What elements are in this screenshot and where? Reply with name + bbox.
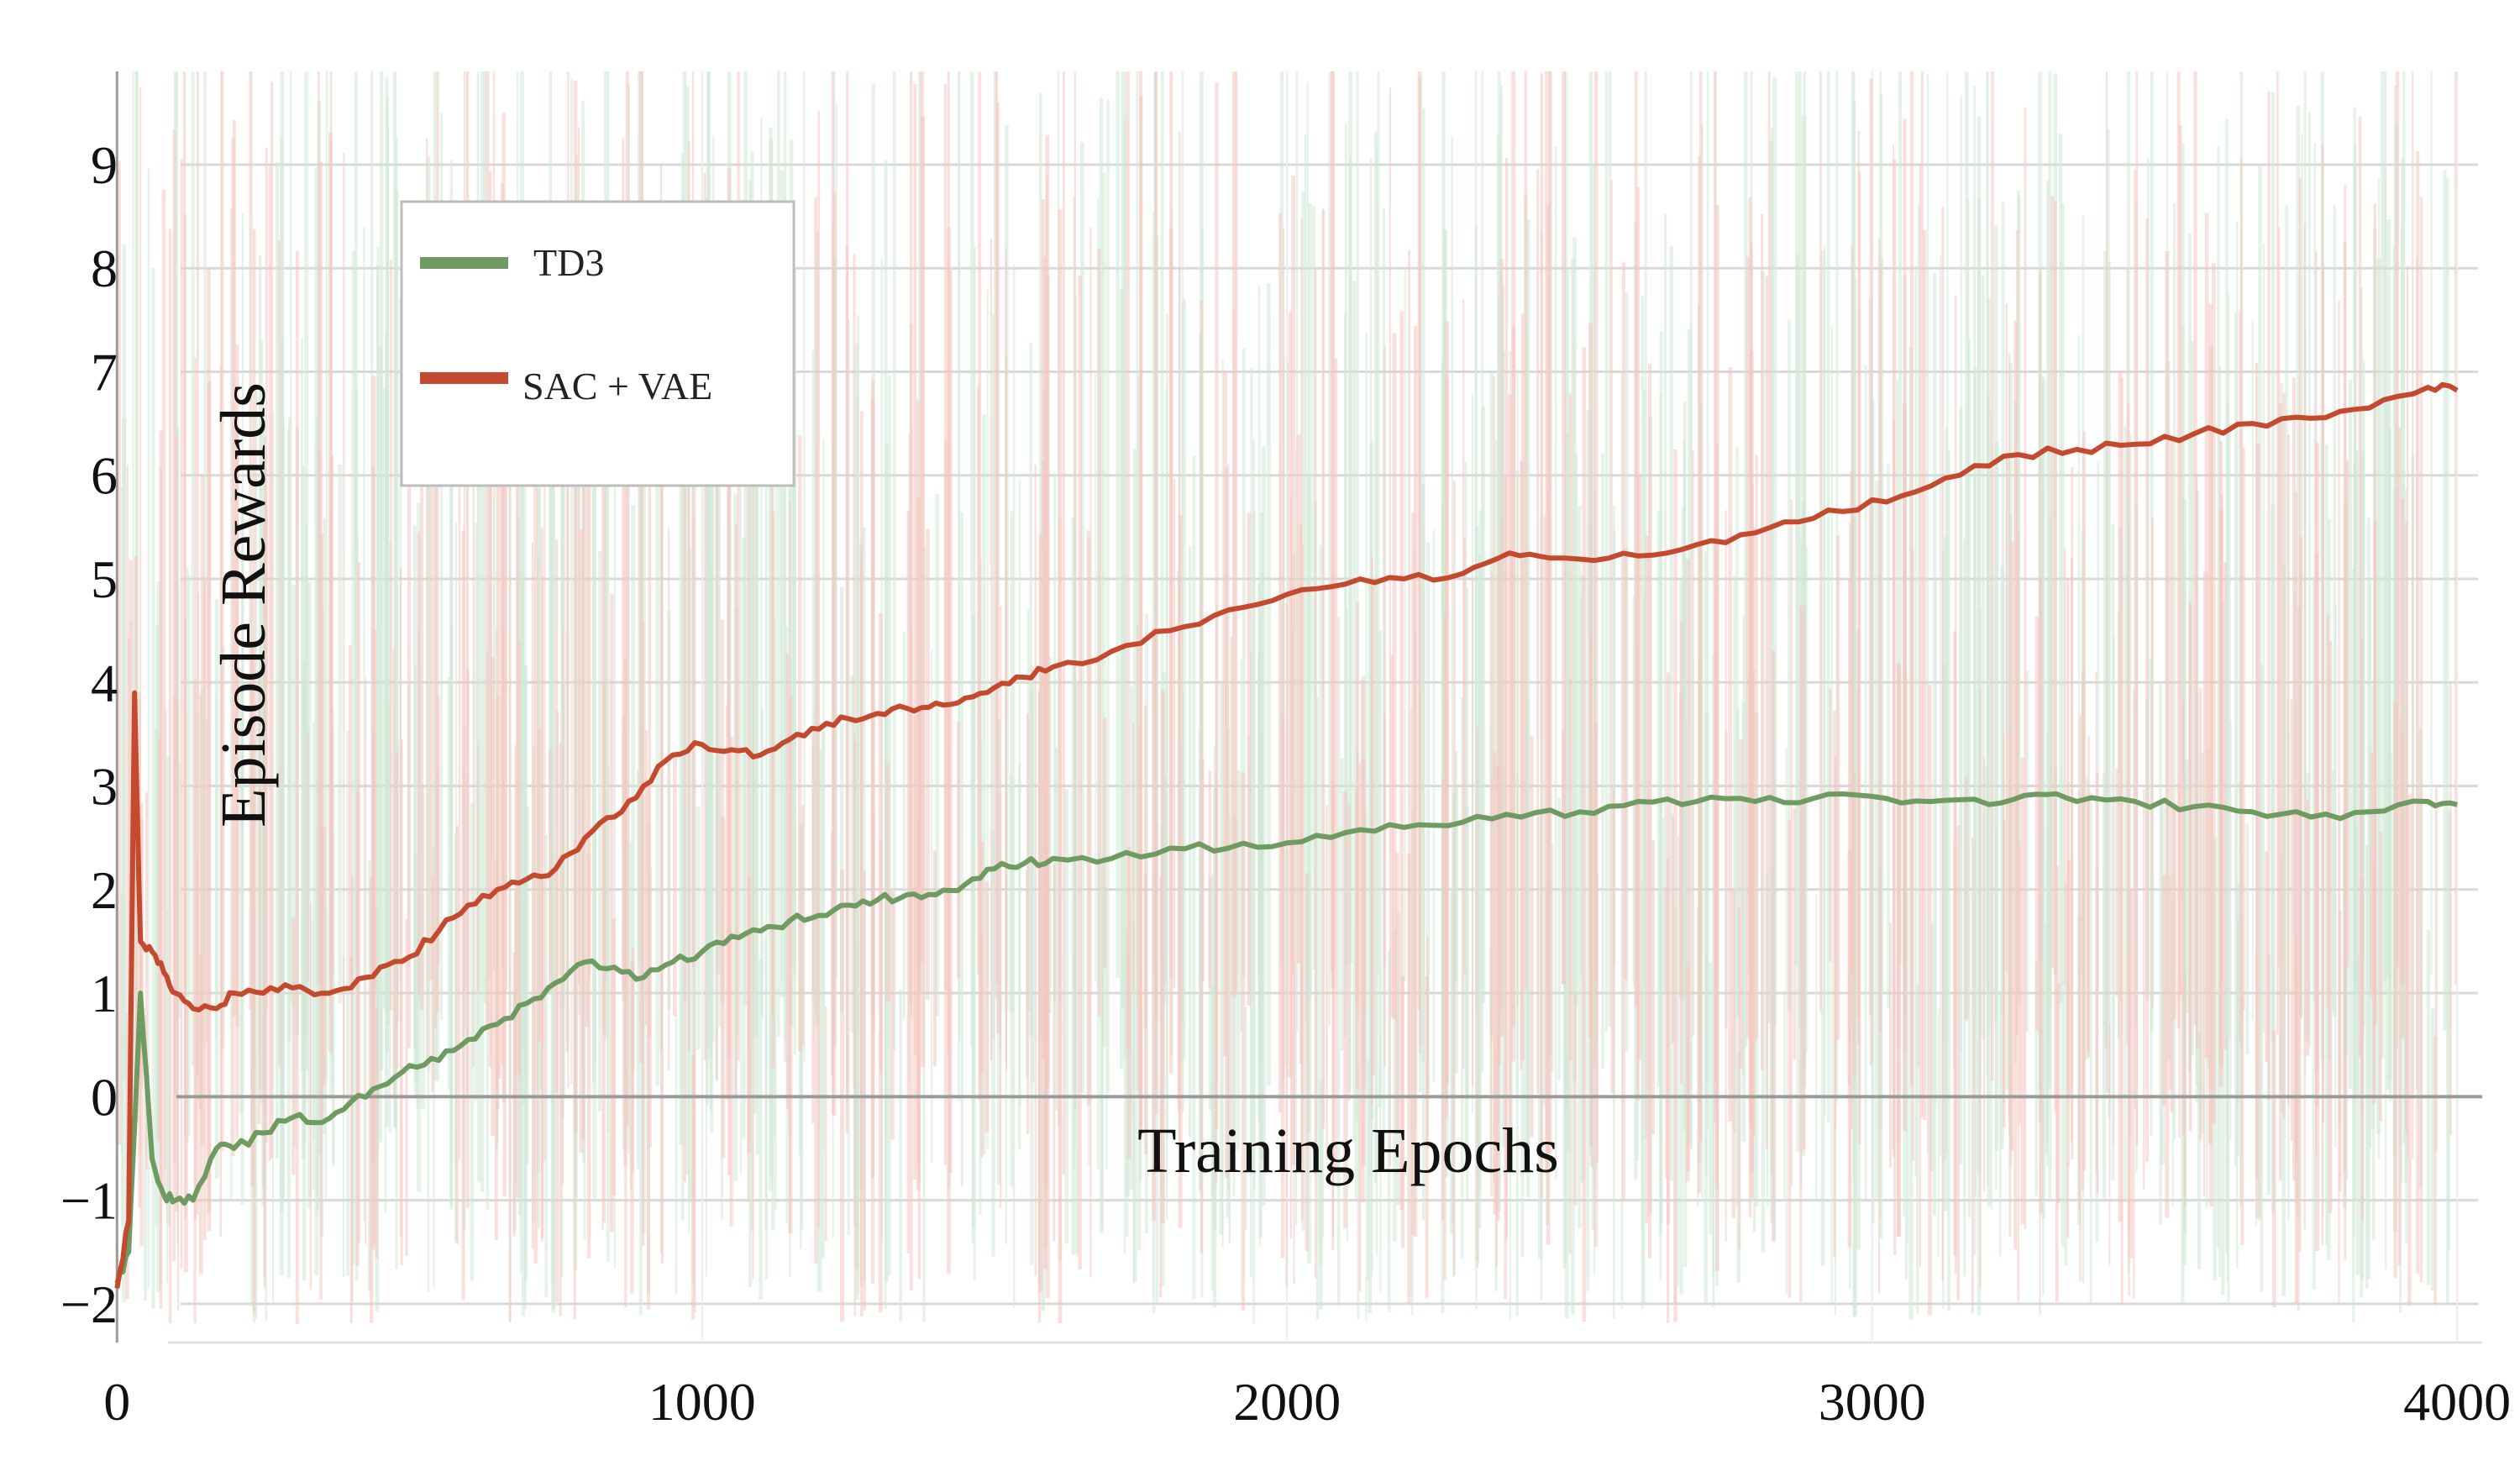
x-tick-label: 4000 [2403, 1372, 2511, 1432]
y-tick-label: 1 [91, 964, 118, 1023]
x-tick-label: 1000 [648, 1372, 756, 1432]
td3-line [114, 791, 2458, 1284]
y-tick-label: 4 [91, 653, 118, 712]
x-tick-label: 3000 [1819, 1372, 1926, 1432]
legend-label-td3: TD3 [533, 241, 604, 284]
y-tick-label: −1 [60, 1171, 118, 1231]
y-tick-label: 9 [91, 135, 118, 195]
y-axis-label: Episode Rewards [208, 382, 279, 828]
legend: TD3 SAC + VAE [400, 200, 795, 487]
x-axis-label: Training Epochs [1137, 1116, 1559, 1186]
y-tick-label: 0 [91, 1067, 118, 1127]
y-tick-label: 2 [91, 860, 118, 920]
y-tick-label: 8 [91, 239, 118, 298]
legend-box [400, 200, 795, 487]
y-tick-label: 5 [91, 549, 118, 609]
y-tick-label: −2 [60, 1274, 118, 1334]
legend-label-sac-vae: SAC + VAE [522, 365, 712, 407]
y-tick-label: 6 [91, 446, 118, 506]
y-tick-label: 7 [91, 342, 118, 402]
x-tick-label: 0 [103, 1372, 130, 1432]
y-tick-label: 3 [91, 757, 118, 817]
sac-vae-line [114, 381, 2459, 1289]
x-tick-label: 2000 [1233, 1372, 1341, 1432]
